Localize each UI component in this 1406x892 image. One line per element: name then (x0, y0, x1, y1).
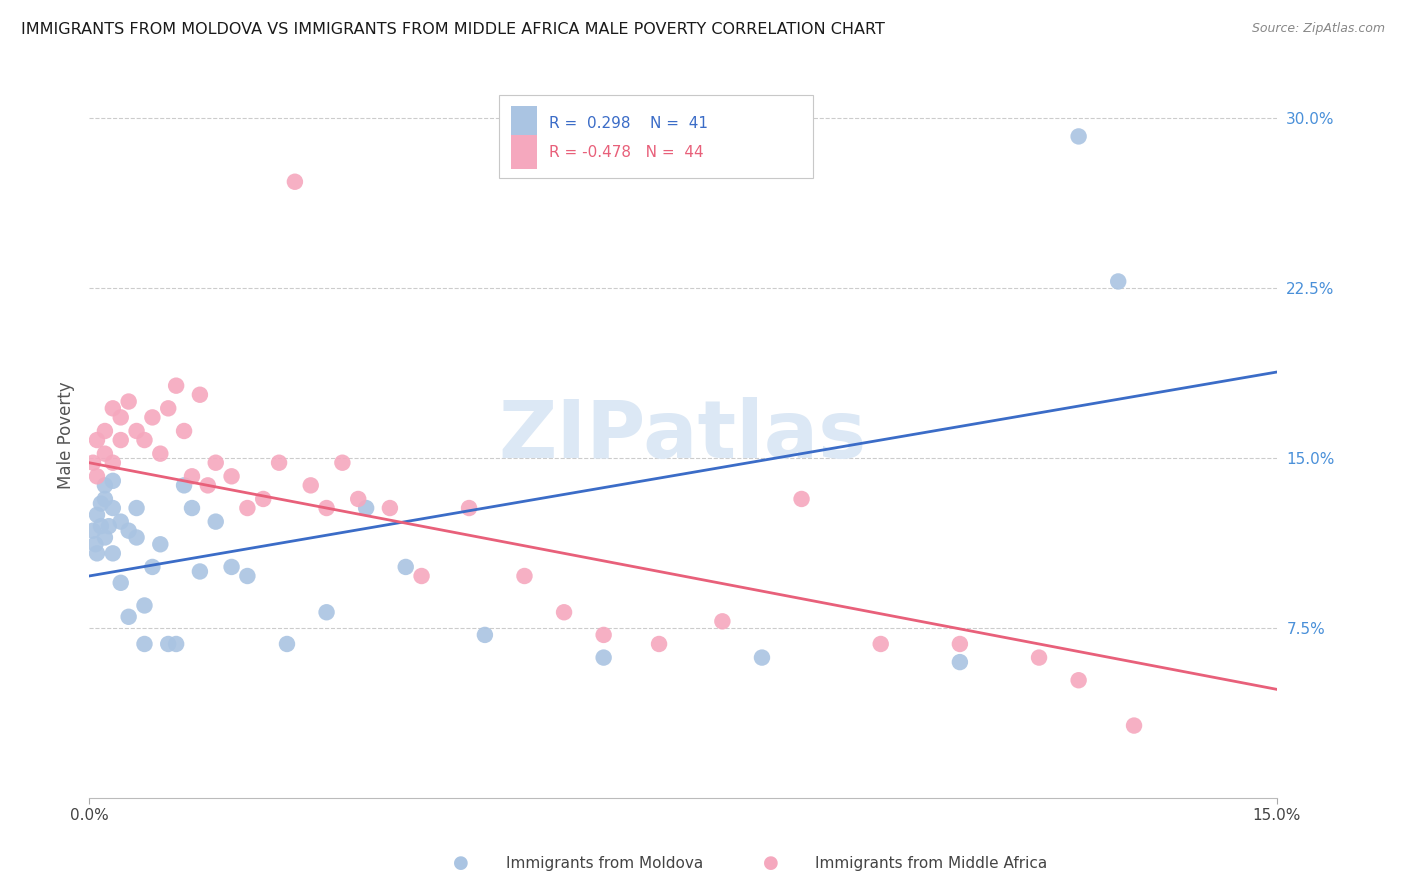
Point (110, 410, 132, 425)
Point (82, 456, 104, 470)
Point (181, 501, 204, 516)
FancyBboxPatch shape (510, 135, 537, 169)
Point (110, 433, 132, 447)
Point (125, 531, 148, 545)
Point (84, 537, 107, 551)
Text: Immigrants from Moldova: Immigrants from Moldova (506, 856, 703, 871)
Point (1067, 673, 1090, 688)
Point (378, 501, 401, 516)
Point (125, 501, 148, 516)
Point (221, 469, 243, 483)
Point (553, 605, 575, 619)
Point (592, 650, 614, 665)
Point (197, 478, 219, 492)
Point (513, 569, 536, 583)
Point (204, 456, 226, 470)
Point (315, 501, 337, 516)
Point (141, 560, 163, 574)
Point (221, 560, 243, 574)
Point (125, 424, 148, 438)
Point (141, 410, 163, 425)
Text: IMMIGRANTS FROM MOLDOVA VS IMMIGRANTS FROM MIDDLE AFRICA MALE POVERTY CORRELATIO: IMMIGRANTS FROM MOLDOVA VS IMMIGRANTS FR… (21, 22, 884, 37)
Point (86, 508, 108, 522)
Point (94, 447, 117, 461)
Text: ●: ● (762, 855, 779, 872)
Point (101, 546, 124, 560)
Point (204, 515, 226, 529)
Point (149, 537, 172, 551)
Point (173, 478, 195, 492)
Point (101, 401, 124, 416)
Point (648, 637, 671, 651)
Point (134, 599, 156, 613)
Point (86, 546, 108, 560)
Point (118, 394, 141, 409)
Point (101, 456, 124, 470)
Point (188, 388, 211, 402)
Point (90, 496, 112, 510)
Point (592, 628, 614, 642)
FancyBboxPatch shape (499, 95, 814, 178)
Point (110, 515, 132, 529)
Point (157, 401, 180, 416)
Point (94, 478, 117, 492)
Point (165, 637, 187, 651)
Text: Immigrants from Middle Africa: Immigrants from Middle Africa (815, 856, 1047, 871)
Point (118, 524, 141, 538)
Point (458, 501, 481, 516)
Point (790, 491, 813, 506)
Point (299, 478, 322, 492)
Point (94, 424, 117, 438)
Point (165, 378, 187, 392)
Point (315, 605, 337, 619)
Text: ●: ● (453, 855, 470, 872)
Point (90, 519, 112, 533)
Point (118, 609, 141, 624)
Point (949, 637, 972, 651)
Point (86, 469, 108, 483)
Point (236, 501, 259, 516)
Point (134, 637, 156, 651)
Point (1028, 650, 1050, 665)
Text: Source: ZipAtlas.com: Source: ZipAtlas.com (1251, 22, 1385, 36)
Point (94, 491, 117, 506)
Point (101, 474, 124, 488)
Point (86, 433, 108, 447)
Point (869, 637, 891, 651)
Text: R = -0.478   N =  44: R = -0.478 N = 44 (548, 145, 703, 160)
Point (157, 637, 180, 651)
Point (284, 175, 307, 189)
Point (276, 637, 298, 651)
Point (1123, 718, 1146, 732)
Text: R =  0.298    N =  41: R = 0.298 N = 41 (548, 115, 707, 130)
Point (711, 615, 734, 629)
Point (134, 433, 156, 447)
Point (347, 491, 370, 506)
Point (411, 569, 433, 583)
Point (188, 565, 211, 579)
Point (395, 560, 418, 574)
Point (236, 569, 259, 583)
Point (173, 424, 195, 438)
Text: ZIPatlas: ZIPatlas (499, 397, 868, 475)
Point (751, 650, 773, 665)
Point (1067, 129, 1090, 144)
Y-axis label: Male Poverty: Male Poverty (58, 382, 75, 490)
Point (110, 575, 132, 590)
Point (354, 501, 377, 516)
Point (252, 491, 274, 506)
Point (949, 655, 972, 669)
Point (267, 456, 290, 470)
Point (474, 628, 496, 642)
FancyBboxPatch shape (510, 105, 537, 140)
Point (101, 501, 124, 516)
Point (332, 456, 354, 470)
Point (82, 524, 104, 538)
Point (94, 531, 117, 545)
Point (149, 447, 172, 461)
Point (97, 519, 120, 533)
Point (181, 469, 204, 483)
Point (1107, 275, 1129, 289)
